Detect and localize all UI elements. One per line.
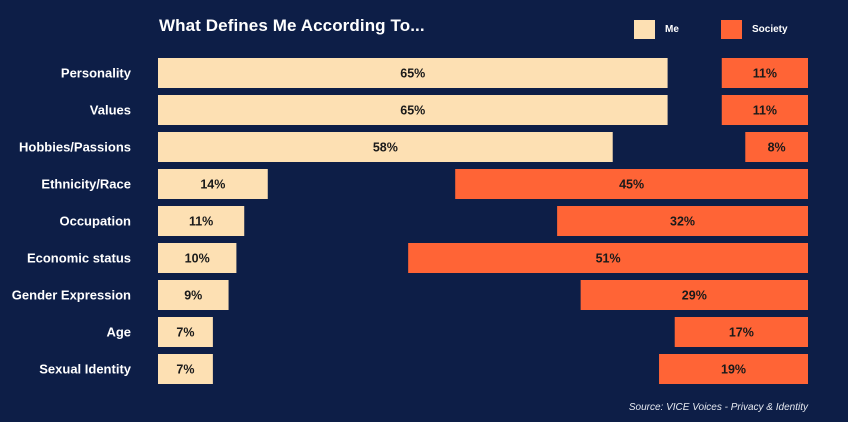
value-label-society-gender-expression: 29% — [682, 289, 707, 303]
legend-me: Me — [634, 19, 679, 39]
value-label-society-occupation: 32% — [670, 215, 695, 229]
value-label-me-hobbies-passions: 58% — [373, 141, 398, 155]
category-label-ethnicity-race: Ethnicity/Race — [41, 177, 131, 192]
category-label-gender-expression: Gender Expression — [12, 288, 131, 303]
bar-society-economic-status — [408, 243, 808, 273]
bar-me-economic-status — [158, 243, 237, 273]
value-label-society-economic-status: 51% — [596, 252, 621, 266]
value-label-me-personality: 65% — [400, 67, 425, 81]
bar-me-age — [158, 317, 213, 347]
bar-society-sexual-identity — [659, 354, 808, 384]
value-label-me-age: 7% — [176, 326, 194, 340]
category-label-sexual-identity: Sexual Identity — [39, 362, 132, 377]
legend-society-label: Society — [752, 23, 788, 35]
value-label-me-sexual-identity: 7% — [176, 363, 194, 377]
value-label-me-occupation: 11% — [189, 215, 213, 229]
value-label-society-age: 17% — [729, 326, 754, 340]
bar-society-ethnicity-race — [455, 169, 808, 199]
bar-me-personality — [158, 58, 668, 88]
category-label-hobbies-passions: Hobbies/Passions — [19, 140, 131, 155]
bar-me-occupation — [158, 206, 245, 236]
category-label-personality: Personality — [61, 66, 132, 81]
legend-me-swatch — [634, 19, 655, 39]
category-label-occupation: Occupation — [59, 214, 131, 229]
legend-me-label: Me — [665, 23, 679, 35]
category-label-economic-status: Economic status — [27, 251, 131, 266]
bar-society-age — [674, 317, 808, 347]
value-label-me-ethnicity-race: 14% — [200, 178, 225, 192]
value-label-society-values: 11% — [753, 104, 777, 118]
bar-society-hobbies-passions — [745, 132, 808, 162]
bar-me-ethnicity-race — [158, 169, 268, 199]
bar-me-sexual-identity — [158, 354, 213, 384]
legend-society-swatch — [721, 19, 742, 39]
category-label-values: Values — [90, 103, 131, 118]
bar-society-gender-expression — [580, 280, 808, 310]
bar-society-occupation — [557, 206, 808, 236]
bar-society-personality — [721, 58, 808, 88]
bar-society-values — [721, 95, 808, 125]
value-label-me-values: 65% — [400, 104, 425, 118]
chart-title: What Defines Me According To... — [159, 16, 425, 35]
bar-me-gender-expression — [158, 280, 229, 310]
value-label-society-sexual-identity: 19% — [721, 363, 746, 377]
bar-me-values — [158, 95, 668, 125]
value-label-me-economic-status: 10% — [185, 252, 210, 266]
value-label-society-ethnicity-race: 45% — [619, 178, 644, 192]
value-label-me-gender-expression: 9% — [184, 289, 202, 303]
legend-society: Society — [721, 19, 788, 39]
bar-me-hobbies-passions — [158, 132, 613, 162]
category-label-age: Age — [106, 325, 131, 340]
value-label-society-personality: 11% — [753, 67, 777, 81]
value-label-society-hobbies-passions: 8% — [768, 141, 786, 155]
source-note: Source: VICE Voices - Privacy & Identity — [628, 402, 808, 413]
